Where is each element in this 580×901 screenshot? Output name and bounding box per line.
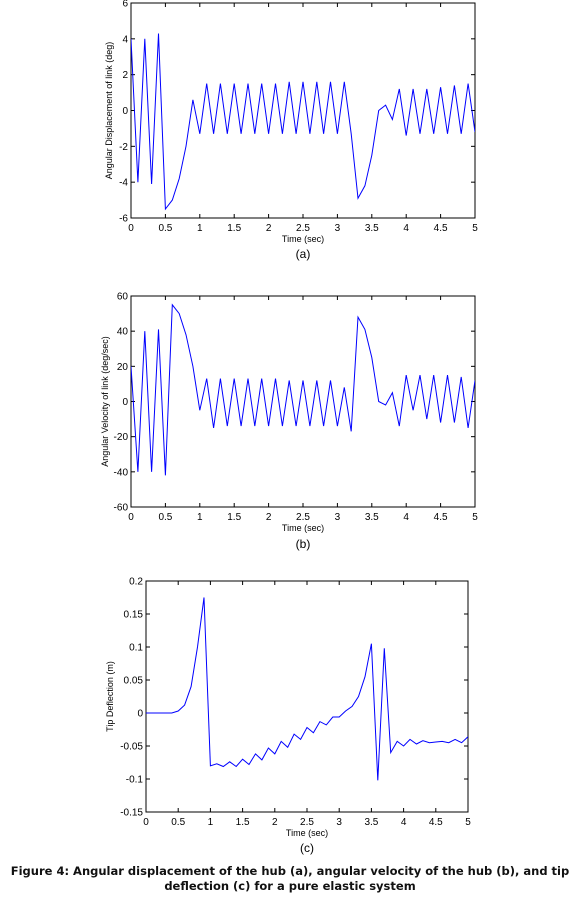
x-tick-label: 3.5 — [364, 817, 378, 828]
y-tick-label: 0.2 — [129, 577, 143, 588]
x-axis-label: Time (sec) — [282, 234, 324, 244]
y-tick-label: -4 — [119, 178, 128, 189]
y-tick-label: 0 — [122, 397, 128, 408]
x-tick-label: 1.5 — [227, 223, 241, 234]
y-tick-label: -40 — [114, 467, 129, 478]
x-tick-label: 2.5 — [296, 223, 310, 234]
x-tick-label: 1.5 — [236, 817, 250, 828]
y-tick-label: 6 — [122, 0, 128, 10]
x-tick-label: 3.5 — [365, 223, 379, 234]
x-tick-label: 0 — [143, 817, 149, 828]
panel-label: (b) — [296, 537, 311, 551]
y-tick-label: 20 — [117, 362, 129, 373]
y-axis-label: Angular Displacement of link (deg) — [104, 42, 114, 180]
x-tick-label: 4.5 — [434, 223, 448, 234]
caption-line-2: deflection (c) for a pure elastic system — [164, 879, 416, 893]
x-tick-label: 3.5 — [365, 512, 379, 523]
x-tick-label: 5 — [472, 512, 478, 523]
x-tick-label: 1.5 — [227, 512, 241, 523]
panel-label: (a) — [296, 247, 311, 261]
y-tick-label: 60 — [117, 292, 129, 303]
x-tick-label: 2 — [266, 512, 272, 523]
x-tick-label: 0 — [128, 512, 134, 523]
series-line — [146, 597, 468, 781]
x-tick-label: 5 — [465, 817, 471, 828]
series-line — [131, 33, 475, 211]
x-tick-label: 2.5 — [296, 512, 310, 523]
x-tick-label: 0.5 — [171, 817, 185, 828]
x-tick-label: 2 — [266, 223, 272, 234]
chart-b: 0 0.5 1 1.5 2 2.5 3 3.5 4 4.5 5 -60 -40 -20 0 20 40 60 Tim… — [100, 292, 478, 552]
series-line — [131, 303, 475, 476]
x-tick-label: 4.5 — [434, 512, 448, 523]
x-tick-label: 4 — [401, 817, 407, 828]
y-axis-label: Tip Deflection (m) — [105, 661, 115, 732]
y-tick-label: -2 — [119, 142, 128, 153]
x-tick-label: 4.5 — [429, 817, 443, 828]
y-tick-label: 0.05 — [124, 676, 144, 687]
x-tick-label: 2.5 — [300, 817, 314, 828]
y-tick-label: -0.15 — [120, 808, 143, 819]
plot-frame — [145, 580, 469, 813]
plot-frame — [130, 295, 476, 508]
x-tick-label: 2 — [272, 817, 278, 828]
chart-c: 0 0.5 1 1.5 2 2.5 3 3.5 4 4.5 5 -0.15 -0.1 -0.05 0 0.05… — [105, 577, 471, 856]
caption-line-1: Figure 4: Angular displacement of the hu… — [10, 864, 570, 878]
panel-label: (c) — [300, 841, 314, 855]
x-tick-label: 4 — [403, 223, 409, 234]
x-tick-label: 3 — [336, 817, 342, 828]
y-tick-label: -0.05 — [120, 742, 143, 753]
y-tick-label: 0.1 — [129, 643, 143, 654]
x-tick-label: 3 — [335, 223, 341, 234]
x-tick-label: 3 — [335, 512, 341, 523]
chart-a: 0 0.5 1 1.5 2 2.5 3 3.5 4 4.5 5 -6 -4 -2 0 2 4 6 Time (sec… — [104, 0, 478, 261]
y-tick-label: -0.1 — [126, 775, 144, 786]
y-tick-label: -20 — [114, 432, 129, 443]
x-tick-label: 1 — [208, 817, 214, 828]
y-tick-label: 2 — [122, 70, 128, 81]
x-tick-label: 0.5 — [158, 223, 172, 234]
y-tick-label: 0 — [137, 709, 143, 720]
y-tick-label: 0 — [122, 106, 128, 117]
y-tick-label: 0.15 — [124, 610, 144, 621]
x-tick-label: 0.5 — [158, 512, 172, 523]
figure-caption: Figure 4: Angular displacement of the hu… — [0, 864, 580, 894]
x-axis-label: Time (sec) — [286, 828, 328, 838]
x-tick-label: 1 — [197, 512, 203, 523]
y-tick-label: 40 — [117, 327, 129, 338]
x-tick-label: 1 — [197, 223, 203, 234]
y-tick-label: -6 — [119, 214, 128, 225]
x-tick-label: 4 — [403, 512, 409, 523]
y-axis-label: Angular Velocity of link (deg/sec) — [100, 336, 110, 467]
y-tick-label: 4 — [122, 34, 128, 45]
x-tick-label: 5 — [472, 223, 478, 234]
x-tick-label: 0 — [128, 223, 134, 234]
x-axis-label: Time (sec) — [282, 523, 324, 533]
y-tick-label: -60 — [114, 503, 129, 514]
